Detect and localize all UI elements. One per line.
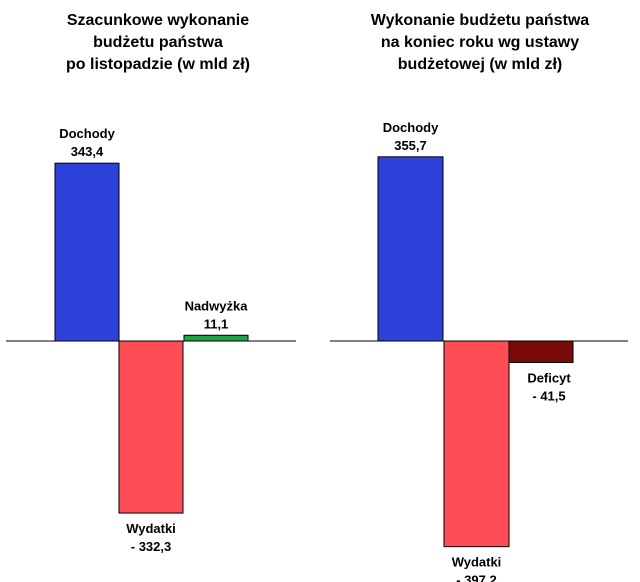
value-label-wydatki: - 332,3 xyxy=(131,539,171,554)
bar-wydatki-left xyxy=(118,340,184,514)
category-label-dochody: Dochody xyxy=(59,126,115,141)
chart-title-right: Wykonanie budżetu państwa na koniec roku… xyxy=(370,12,590,73)
category-label-wydatki: Wydatki xyxy=(452,555,502,570)
chart-title-left: Szacunkowe wykonanie budżetu państwa po … xyxy=(66,12,250,73)
value-label-nadwyżka: 11,1 xyxy=(204,316,229,331)
value-label-dochody: 343,4 xyxy=(71,144,104,159)
bar-deficyt-right xyxy=(508,340,574,363)
category-label-wydatki: Wydatki xyxy=(126,521,176,536)
bar-wydatki-right xyxy=(443,340,510,548)
value-label-deficyt: - 41,5 xyxy=(532,388,565,403)
bar-nadwyżka-left xyxy=(183,334,249,342)
value-label-wydatki: - 397,2 xyxy=(456,573,496,582)
category-label-dochody: Dochody xyxy=(383,120,439,135)
bar-dochody-right xyxy=(377,156,444,342)
category-label-deficyt: Deficyt xyxy=(527,370,571,385)
value-label-dochody: 355,7 xyxy=(394,138,427,153)
category-label-nadwyżka: Nadwyżka xyxy=(185,298,249,313)
bar-dochody-left xyxy=(54,162,120,342)
